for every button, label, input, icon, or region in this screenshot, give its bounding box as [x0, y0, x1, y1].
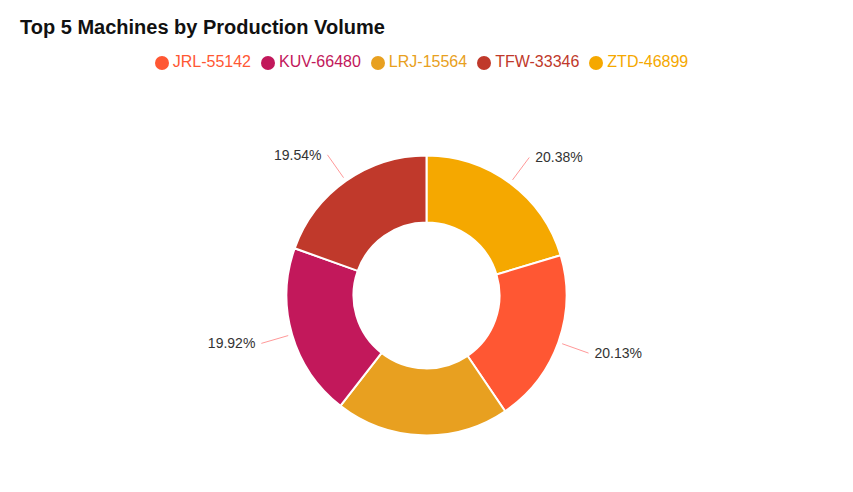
html-text:TFW-33346: TFW-33346 [495, 53, 580, 70]
svg-text:19.54%: 19.54% [274, 147, 321, 163]
html-text:JRL-55142: JRL-55142 [172, 53, 251, 70]
svg-text:19.92%: 19.92% [208, 335, 255, 351]
html-text:LRJ-15564: LRJ-15564 [388, 53, 468, 70]
html-text:ZTD-46899: ZTD-46899 [607, 53, 689, 70]
html-text:KUV-66480: KUV-66480 [279, 53, 361, 70]
html-text:Top 5 Machines by Production V: Top 5 Machines by Production Volume [20, 16, 385, 38]
svg-text:20.38%: 20.38% [535, 149, 582, 165]
svg-text:20.13%: 20.13% [595, 345, 642, 361]
